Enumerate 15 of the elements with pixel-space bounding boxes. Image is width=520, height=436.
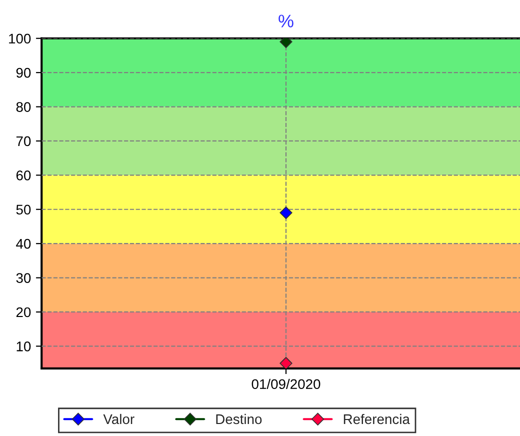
chart-title: % (278, 14, 294, 28)
y-tick-label: 100 (9, 34, 31, 44)
y-tick-label: 50 (16, 204, 31, 215)
y-tick-label: 80 (16, 102, 31, 112)
y-tick-label: 40 (16, 238, 31, 249)
y-tick-label: 20 (16, 307, 31, 318)
y-tick-label: 70 (16, 136, 31, 146)
y-tick-label: 10 (16, 342, 31, 352)
legend-label: Referencia (344, 414, 410, 424)
y-tick-label: 30 (16, 273, 31, 283)
legend-label: Valor (103, 414, 134, 424)
legend-label: Destino (216, 414, 262, 424)
y-tick-label: 60 (16, 170, 31, 180)
x-tick-label: 01/09/2020 (252, 378, 320, 390)
y-tick-label: 90 (16, 68, 31, 78)
